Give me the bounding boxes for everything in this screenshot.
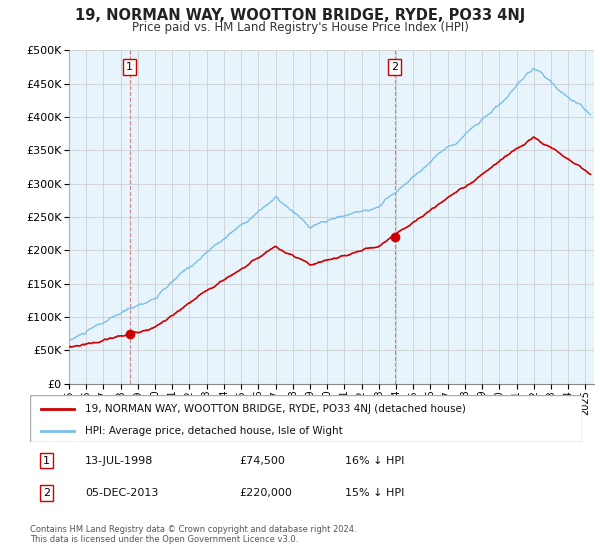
Text: HPI: Average price, detached house, Isle of Wight: HPI: Average price, detached house, Isle… [85,426,343,436]
Text: £220,000: £220,000 [240,488,293,498]
Text: 13-JUL-1998: 13-JUL-1998 [85,456,154,465]
Text: Contains HM Land Registry data © Crown copyright and database right 2024.: Contains HM Land Registry data © Crown c… [30,525,356,534]
Text: 15% ↓ HPI: 15% ↓ HPI [344,488,404,498]
Text: This data is licensed under the Open Government Licence v3.0.: This data is licensed under the Open Gov… [30,535,298,544]
Text: 19, NORMAN WAY, WOOTTON BRIDGE, RYDE, PO33 4NJ (detached house): 19, NORMAN WAY, WOOTTON BRIDGE, RYDE, PO… [85,404,466,414]
Text: 19, NORMAN WAY, WOOTTON BRIDGE, RYDE, PO33 4NJ: 19, NORMAN WAY, WOOTTON BRIDGE, RYDE, PO… [75,8,525,24]
Text: 1: 1 [126,62,133,72]
Text: 2: 2 [391,62,398,72]
Text: 1: 1 [43,456,50,465]
Text: £74,500: £74,500 [240,456,286,465]
Text: Price paid vs. HM Land Registry's House Price Index (HPI): Price paid vs. HM Land Registry's House … [131,21,469,34]
Text: 05-DEC-2013: 05-DEC-2013 [85,488,158,498]
Text: 16% ↓ HPI: 16% ↓ HPI [344,456,404,465]
Text: 2: 2 [43,488,50,498]
FancyBboxPatch shape [30,395,582,442]
